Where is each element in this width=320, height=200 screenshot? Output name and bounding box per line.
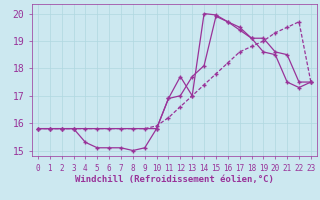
X-axis label: Windchill (Refroidissement éolien,°C): Windchill (Refroidissement éolien,°C) (75, 175, 274, 184)
